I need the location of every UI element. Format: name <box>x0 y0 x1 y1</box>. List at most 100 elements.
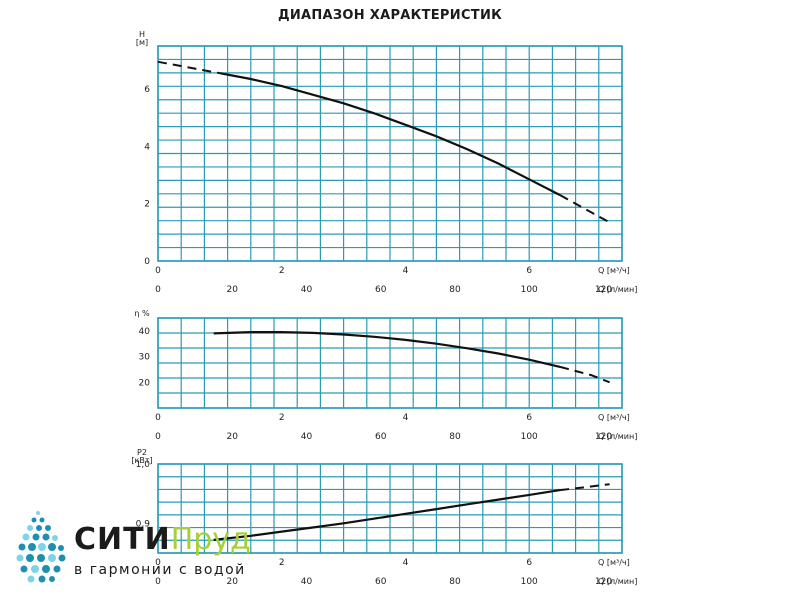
y-tick-label: 2 <box>144 200 150 210</box>
y-tick-label: 0 <box>144 257 150 267</box>
x2-axis-label: Q [л/мин] <box>598 285 637 294</box>
x-tick-label: 4 <box>403 558 409 568</box>
droplet-dot <box>22 533 30 541</box>
droplet-dot <box>49 576 55 582</box>
grid-efficiency <box>157 317 623 409</box>
droplet-dot <box>38 543 46 551</box>
x-tick-label: 2 <box>279 413 285 423</box>
droplet-dot <box>27 575 35 583</box>
x-tick-label: 0 <box>155 266 161 276</box>
plot-frame <box>157 317 623 409</box>
y-tick-label: 4 <box>144 142 150 152</box>
x2-tick-label: 0 <box>155 432 161 442</box>
droplet-dot <box>48 543 56 551</box>
droplet-dot <box>31 565 39 573</box>
droplet-dot <box>38 575 46 583</box>
x2-tick-label: 20 <box>227 432 239 442</box>
brand-logo: СИТИПруд в гармонии с водой <box>8 508 298 588</box>
x2-tick-label: 20 <box>227 577 239 587</box>
droplet-dot <box>42 533 50 541</box>
x2-tick-label: 0 <box>155 285 161 295</box>
x2-tick-label: 80 <box>449 285 461 295</box>
x2-tick-label: 60 <box>375 432 387 442</box>
droplet-dot <box>18 543 26 551</box>
droplet-dot <box>28 543 36 551</box>
brand-name-main: СИТИ <box>74 522 171 557</box>
brand-name-accent: Пруд <box>170 522 251 557</box>
droplet-dot <box>58 545 64 551</box>
droplet-dot <box>32 533 40 541</box>
plot-frame <box>157 463 623 554</box>
x-axis-label: Q [м³/ч] <box>598 413 630 422</box>
droplet-dot <box>37 554 45 562</box>
droplet-dot <box>58 554 66 562</box>
droplet-dot <box>53 565 61 573</box>
y-tick-label: 30 <box>139 353 151 363</box>
x2-axis-label: Q [л/мин] <box>598 432 637 441</box>
brand-tagline: в гармонии с водой <box>74 562 246 578</box>
y-tick-label: 40 <box>139 327 151 337</box>
x-tick-label: 2 <box>279 266 285 276</box>
y-tick-label: 0,9 <box>136 519 151 529</box>
x2-tick-label: 100 <box>521 577 538 587</box>
droplet-dot <box>20 565 28 573</box>
y-axis-unit: [кВт] <box>131 456 152 465</box>
y-axis-label: H <box>139 30 145 39</box>
x2-tick-label: 40 <box>301 432 313 442</box>
x-axis-label: Q [м³/ч] <box>598 266 630 275</box>
curve-dashed-end <box>559 194 611 224</box>
x2-tick-label: 0 <box>155 577 161 587</box>
x2-tick-label: 20 <box>227 285 239 295</box>
x-tick-label: 0 <box>155 558 161 568</box>
x2-axis-label: Q [л/мин] <box>598 577 637 586</box>
x2-tick-label: 60 <box>375 577 387 587</box>
droplet-dot <box>16 554 24 562</box>
y-tick-label: 6 <box>144 85 150 95</box>
droplet-dot <box>31 517 37 523</box>
x2-tick-label: 120 <box>595 577 612 587</box>
x-tick-label: 4 <box>403 266 409 276</box>
droplet-dot <box>26 554 34 562</box>
x2-tick-label: 120 <box>595 432 612 442</box>
grid-head <box>157 45 623 262</box>
x-tick-label: 6 <box>526 558 532 568</box>
x-axis-label: Q [м³/ч] <box>598 558 630 567</box>
droplet-dot <box>48 554 56 562</box>
x2-tick-label: 120 <box>595 285 612 295</box>
grid-power <box>157 463 623 554</box>
brand-name: СИТИПруд <box>74 522 251 557</box>
y-tick-label: 1,0 <box>136 460 151 470</box>
y-axis-label: P2 <box>137 448 147 457</box>
droplet-dot <box>36 511 40 515</box>
droplets-icon <box>16 511 66 583</box>
droplet-dot <box>27 525 33 531</box>
x2-tick-label: 40 <box>301 577 313 587</box>
y-axis-unit: [м] <box>136 38 148 47</box>
x2-tick-label: 80 <box>449 432 461 442</box>
curve-dashed-end <box>559 365 610 384</box>
x2-tick-label: 60 <box>375 285 387 295</box>
droplet-dot <box>45 525 51 531</box>
curve-efficiency <box>213 331 561 368</box>
x2-tick-label: 80 <box>449 577 461 587</box>
droplet-dot <box>39 517 45 523</box>
y-axis-label: η % <box>134 309 150 318</box>
plot-frame <box>157 45 623 262</box>
y-tick-label: 20 <box>139 378 151 388</box>
curve-dashed-start <box>157 60 221 75</box>
x-tick-label: 6 <box>526 413 532 423</box>
x-tick-label: 4 <box>403 413 409 423</box>
droplet-dot <box>52 535 58 541</box>
curve-head <box>219 72 561 197</box>
x2-tick-label: 40 <box>301 285 313 295</box>
curve-dashed-end <box>559 483 610 492</box>
x-tick-label: 6 <box>526 266 532 276</box>
droplet-dot <box>42 565 50 573</box>
x2-tick-label: 100 <box>521 432 538 442</box>
droplet-dot <box>36 525 42 531</box>
x-tick-label: 0 <box>155 413 161 423</box>
chart-panel-power: 0,9 1,0 P2[кВт] 0 2 4 6 Q [м³/ч] 0 20 40 60 80 100 120… <box>131 448 637 587</box>
